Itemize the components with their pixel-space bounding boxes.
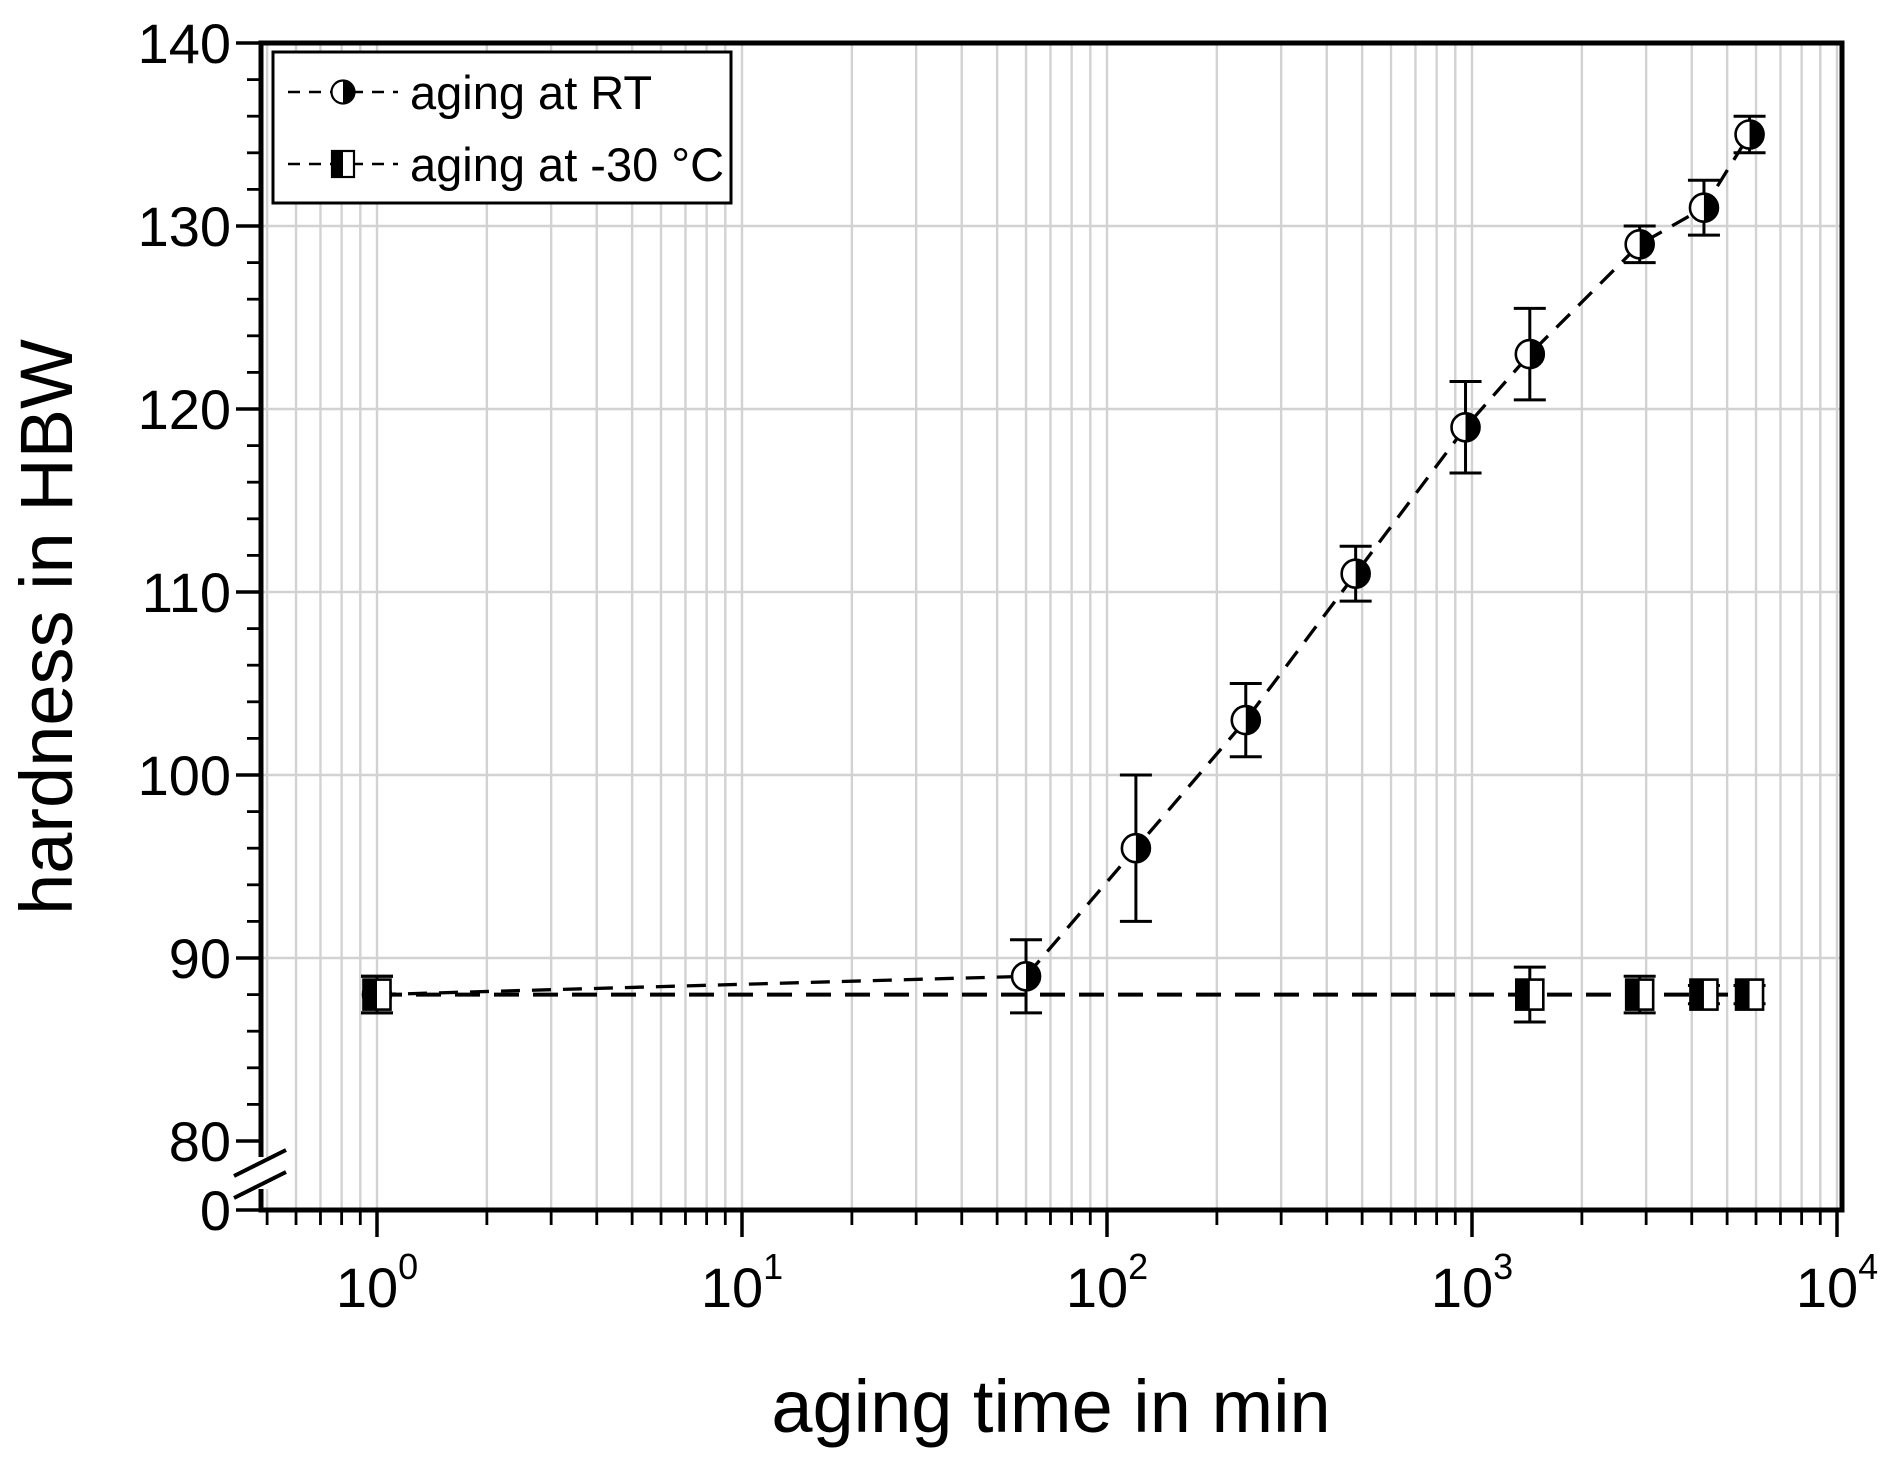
half-circle-marker-fill <box>1245 706 1260 735</box>
data-point <box>1514 338 1546 370</box>
x-axis-title: aging time in min <box>771 1365 1330 1448</box>
y-axis-title: hardness in HBW <box>5 339 88 915</box>
legend: aging at RT aging at -30 °C <box>271 50 733 205</box>
data-point <box>1340 558 1371 590</box>
data-point <box>362 978 392 1011</box>
half-square-marker-fill <box>1516 979 1530 1010</box>
half-circle-marker-fill <box>1026 962 1041 991</box>
half-square-marker-fill <box>363 979 377 1010</box>
y-origin-label: 0 <box>200 1179 231 1242</box>
legend-entry-aging-at-minus30: aging at -30 °C <box>288 138 724 191</box>
x-tick-label: 103 <box>1431 1246 1513 1319</box>
half-circle-marker-fill <box>1355 559 1370 588</box>
vertical-gridlines <box>265 43 1839 1210</box>
y-axis: 140 130 120 110 100 90 800 <box>138 12 261 1242</box>
half-circle-marker-fill <box>1135 834 1150 863</box>
data-point <box>1624 978 1655 1011</box>
half-square-marker-fill <box>1736 979 1750 1010</box>
half-square-marker-fill <box>1626 979 1640 1010</box>
x-axis: 100 101 102 103 104 <box>265 1210 1878 1319</box>
data-point <box>1734 978 1765 1011</box>
legend-entry-aging-at-rt: aging at RT <box>288 66 652 119</box>
data-point <box>1010 960 1042 992</box>
data-point <box>1624 229 1655 260</box>
y-tick-label: 100 <box>138 744 231 807</box>
half-circle-marker-fill <box>1749 120 1764 149</box>
axis-break-slash-lower <box>233 1170 287 1200</box>
data-point <box>1515 978 1545 1011</box>
half-circle-marker-fill <box>1703 193 1718 222</box>
data-point <box>1688 192 1720 223</box>
half-circle-marker-fill <box>1639 230 1654 259</box>
y-tick-label: 140 <box>138 12 231 75</box>
horizontal-gridlines <box>261 224 1842 960</box>
y-tick-label: 80 <box>169 1110 231 1173</box>
series-aging-at-rt <box>361 114 1766 1015</box>
data-point <box>1120 832 1152 864</box>
x-tick-label: 102 <box>1066 1246 1148 1319</box>
series-line <box>376 133 1752 997</box>
y-tick-label: 110 <box>142 561 231 624</box>
y-tick-label: 130 <box>138 195 231 258</box>
axis-break-slash-upper <box>233 1148 287 1178</box>
data-series <box>361 114 1766 1024</box>
data-point <box>1734 119 1765 150</box>
half-square-marker-fill <box>332 151 343 177</box>
half-circle-marker-fill <box>1465 413 1480 442</box>
x-tick-label: 101 <box>701 1246 783 1319</box>
y-axis-break <box>233 1148 287 1200</box>
data-point <box>1230 704 1262 736</box>
half-circle-marker-fill <box>1529 340 1544 369</box>
data-point <box>1450 411 1481 443</box>
y-tick-label: 120 <box>138 378 231 441</box>
legend-label-rt: aging at RT <box>410 66 652 119</box>
y-tick-label: 90 <box>169 927 231 990</box>
data-point <box>1689 978 1719 1011</box>
legend-label-cold: aging at -30 °C <box>410 138 724 191</box>
half-circle-marker-fill <box>343 80 355 104</box>
half-square-marker-fill <box>1690 979 1704 1010</box>
x-tick-label: 100 <box>336 1246 418 1319</box>
x-tick-label: 104 <box>1796 1246 1878 1319</box>
series-aging-at-minus30 <box>361 965 1766 1024</box>
